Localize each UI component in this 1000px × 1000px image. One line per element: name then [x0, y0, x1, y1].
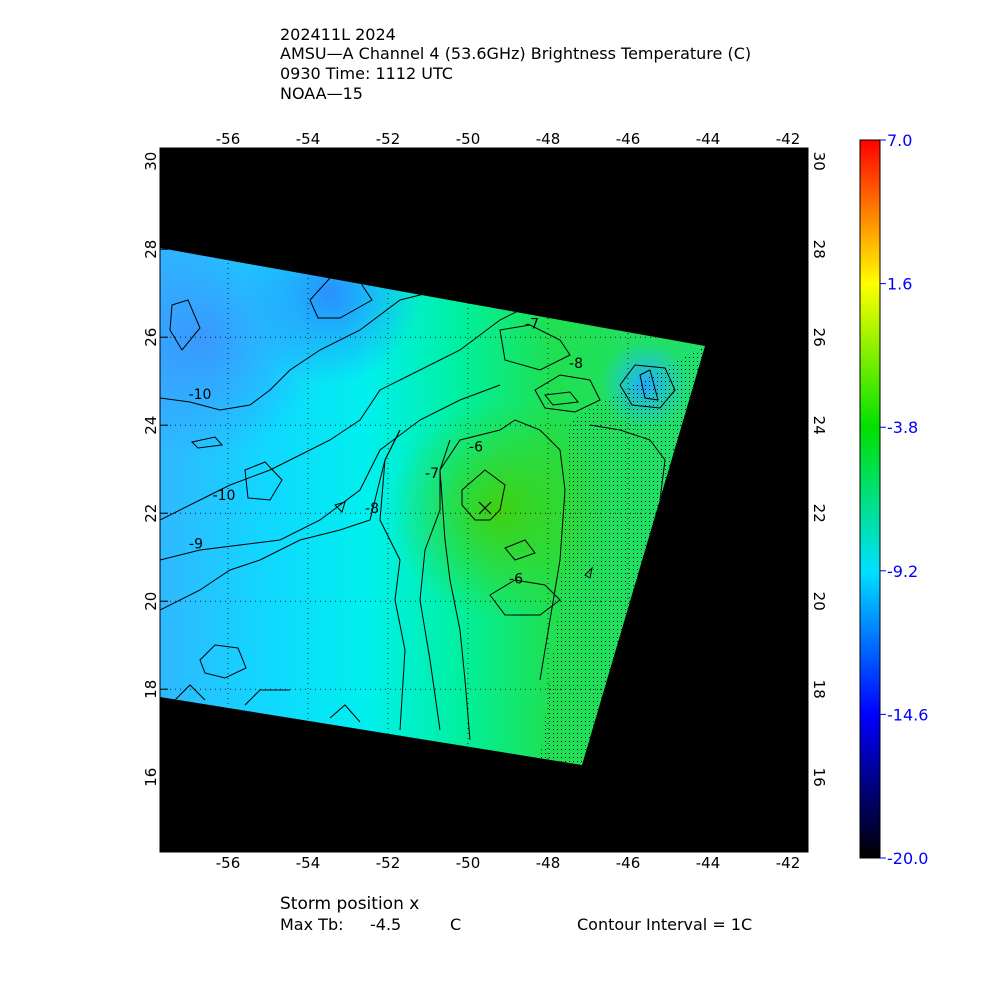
x-tick-label-top: -56 [216, 130, 241, 148]
contour-label: -6 [469, 440, 483, 456]
y-tick-label-right: 22 [810, 504, 828, 523]
y-tick-label-left: 22 [142, 504, 160, 523]
x-tick-label-top: -42 [776, 130, 801, 148]
contour-label: -10 [213, 488, 236, 504]
contour-label: -6 [509, 572, 523, 588]
colorbar-tick-label: -3.8 [887, 418, 918, 437]
contour-interval: Contour Interval = 1C [577, 915, 753, 934]
contour-label: -8 [365, 501, 379, 517]
contour-label: -8 [569, 356, 583, 372]
map-frame [159, 147, 809, 853]
contour-labels: -10 -10 -9 -8 -7 -6 -6 -7 -8 [189, 316, 583, 587]
colorbar-ticks: 7.0 1.6 -3.8 -9.2 -14.6 -20.0 [880, 131, 928, 868]
title-line-2: AMSU—A Channel 4 (53.6GHz) Brightness Te… [280, 44, 752, 63]
x-tick-label-top: -48 [536, 130, 561, 148]
y-tick-label-right: 20 [810, 592, 828, 611]
y-tick-label-right: 28 [810, 240, 828, 259]
y-tick-label-right: 30 [810, 152, 828, 171]
x-tick-label-top: -52 [376, 130, 401, 148]
x-tick-label-bottom: -52 [376, 854, 401, 872]
axis-ticks: -56 -56 -54 -54 -52 -52 -50 -50 -48 -48 -46 -46 -44 -… [142, 130, 828, 872]
title-line-4: NOAA—15 [280, 84, 363, 103]
y-tick-label-right: 18 [810, 680, 828, 699]
max-tb-label: Max Tb: [280, 915, 344, 934]
contour-label: -7 [425, 466, 439, 482]
y-tick-label-left: 20 [142, 592, 160, 611]
x-tick-label-top: -54 [296, 130, 321, 148]
colorbar-tick-label: -20.0 [887, 849, 928, 868]
y-tick-label-left: 28 [142, 240, 160, 259]
colorbar-tick-label: 7.0 [887, 131, 912, 150]
colorbar [859, 139, 881, 859]
x-tick-label-top: -50 [456, 130, 481, 148]
x-tick-label-bottom: -48 [536, 854, 561, 872]
y-tick-label-right: 24 [810, 416, 828, 435]
x-tick-label-bottom: -44 [696, 854, 721, 872]
colorbar-tick-label: -9.2 [887, 562, 918, 581]
title-line-3: 0930 Time: 1112 UTC [280, 64, 453, 83]
x-tick-label-bottom: -50 [456, 854, 481, 872]
x-tick-label-bottom: -54 [296, 854, 321, 872]
max-tb-value: -4.5 [370, 915, 402, 934]
contour-lines [160, 277, 676, 741]
colorbar-tick-label: 1.6 [887, 275, 912, 294]
contour-label: -10 [189, 387, 212, 403]
x-tick-label-bottom: -42 [776, 854, 801, 872]
dense-contour-region [540, 346, 705, 765]
y-tick-label-left: 18 [142, 680, 160, 699]
y-tick-label-right: 16 [810, 768, 828, 787]
storm-position-marker [478, 501, 492, 515]
y-tick-label-left: 24 [142, 416, 160, 435]
title-line-1: 202411L 2024 [280, 25, 396, 44]
data-swath: -10 -10 -9 -8 -7 -6 -6 -7 -8 [160, 248, 705, 765]
x-tick-label-bottom: -46 [616, 854, 641, 872]
x-tick-label-top: -44 [696, 130, 721, 148]
y-tick-label-left: 30 [142, 152, 160, 171]
contour-label: -9 [189, 536, 203, 552]
y-tick-label-left: 16 [142, 768, 160, 787]
contour-label: -7 [525, 316, 539, 332]
x-tick-label-bottom: -56 [216, 854, 241, 872]
x-tick-label-top: -46 [616, 130, 641, 148]
colorbar-tick-label: -14.6 [887, 705, 928, 724]
storm-position-label: Storm position x [280, 894, 420, 914]
y-tick-label-right: 26 [810, 328, 828, 347]
max-tb-unit: C [450, 915, 462, 934]
y-tick-label-left: 26 [142, 328, 160, 347]
